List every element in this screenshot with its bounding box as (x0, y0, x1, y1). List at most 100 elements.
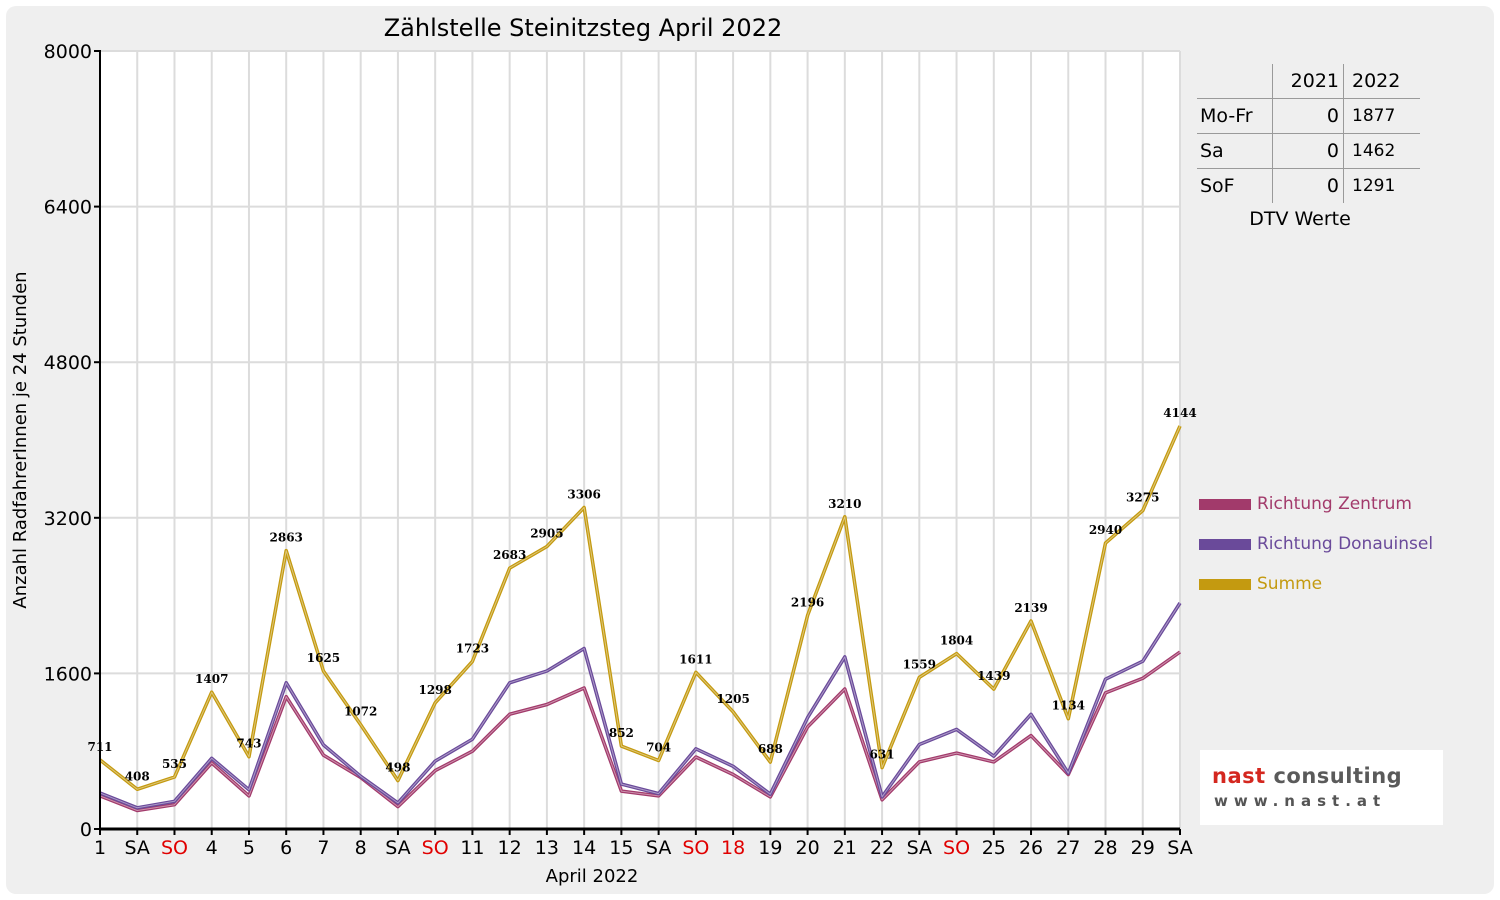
data-label: 1439 (977, 669, 1010, 683)
series-line-highlight (99, 425, 1181, 790)
x-tick-label: SO (682, 837, 709, 859)
dtv-cell: 1291 (1343, 168, 1420, 203)
series-lines (98, 425, 1182, 813)
x-tick-label: 15 (609, 837, 633, 859)
dtv-row: Sa 0 1462 (1197, 133, 1420, 169)
data-label: 2139 (1014, 601, 1047, 615)
data-label: 688 (758, 742, 783, 756)
x-tick-label: 25 (982, 837, 1006, 859)
dtv-header-cell: 2021 (1272, 64, 1344, 99)
x-tick-label: 6 (280, 837, 292, 859)
x-tick-label: 19 (758, 837, 782, 859)
data-label: 1559 (903, 657, 936, 671)
x-tick-label: 22 (870, 837, 894, 859)
dtv-row: Mo-Fr 0 1877 (1197, 98, 1420, 134)
grid-lines (100, 50, 1181, 829)
series-line-2 (98, 425, 1182, 792)
y-tick-label: 6400 (44, 197, 92, 219)
data-label: 3275 (1126, 491, 1159, 505)
data-label: 2905 (530, 526, 563, 540)
x-tick-label: SA (125, 837, 150, 859)
data-label: 852 (609, 726, 634, 740)
data-label: 1072 (344, 705, 377, 719)
data-label: 1134 (1052, 699, 1085, 713)
x-tick-label: SA (907, 837, 932, 859)
x-tick-label: 21 (833, 837, 857, 859)
legend-label: Summe (1257, 574, 1323, 594)
data-label: 3306 (567, 487, 600, 501)
logo-name-rest: consulting (1265, 764, 1403, 788)
data-label: 1298 (418, 683, 451, 697)
data-label: 1407 (195, 672, 228, 686)
x-tick-label: SA (646, 837, 671, 859)
x-tick-label: 5 (243, 837, 255, 859)
chart-title: Zählstelle Steinitzsteg April 2022 (384, 14, 783, 42)
data-label: 743 (236, 737, 261, 751)
data-label: 711 (87, 740, 112, 754)
y-axis-title: Anzahl RadfahrerInnen je 24 Stunden (10, 271, 31, 608)
dtv-cell: 0 (1272, 168, 1344, 203)
legend-label: Richtung Donauinsel (1257, 534, 1434, 554)
x-tick-label: 28 (1093, 837, 1117, 859)
x-tick-label: 11 (460, 837, 484, 859)
x-tick-label: 7 (317, 837, 329, 859)
dtv-table: 2021 2022 Mo-Fr 0 1877 Sa 0 1462 SoF 0 1… (1197, 64, 1420, 203)
data-labels: 711 408 535 1407 743 2863 1625 1072 498 1298 1723 2… (87, 406, 1196, 783)
dtv-cell: Sa (1197, 133, 1273, 169)
series-line-highlight (99, 602, 1181, 809)
dtv-caption: DTV Werte (1249, 208, 1351, 230)
data-label: 704 (646, 741, 671, 755)
data-label: 1205 (716, 692, 749, 706)
series-line-0 (99, 650, 1182, 813)
x-tick-label: 1 (94, 837, 106, 859)
data-label: 1625 (307, 651, 340, 665)
data-label: 2683 (493, 548, 526, 562)
y-tick-label: 1600 (44, 663, 92, 685)
data-label: 498 (385, 761, 410, 775)
x-tick-label: SA (385, 837, 410, 859)
x-tick-label: 13 (535, 837, 559, 859)
dtv-cell: SoF (1197, 168, 1273, 203)
data-label: 1804 (940, 634, 973, 648)
x-tick-label: 29 (1131, 837, 1155, 859)
x-tick-label: 26 (1019, 837, 1043, 859)
data-label: 2196 (791, 595, 824, 609)
dtv-cell: 0 (1272, 98, 1344, 134)
y-tick-label: 8000 (44, 41, 92, 63)
dtv-cell: 0 (1272, 133, 1344, 169)
x-tick-label: 27 (1056, 837, 1080, 859)
series-line-1 (99, 602, 1182, 810)
dtv-header-cell: 2022 (1343, 64, 1420, 99)
logo-name: nast consulting (1212, 764, 1402, 788)
axes: 0 1600 3200 4800 6400 8000 1 SA SO 4 5 6 7 8 SA SO 11 12 1… (44, 41, 1193, 859)
dtv-header-cell (1197, 64, 1273, 99)
x-tick-label: SO (422, 837, 449, 859)
logo-name-accent: nast (1212, 764, 1266, 788)
x-tick-label: SA (1167, 837, 1192, 859)
y-tick-label: 0 (80, 819, 92, 841)
dtv-cell: Mo-Fr (1197, 98, 1273, 134)
data-label: 3210 (828, 497, 861, 511)
x-axis-title: April 2022 (546, 866, 639, 887)
x-tick-label: 14 (572, 837, 596, 859)
series-line-highlight (99, 651, 1181, 811)
x-tick-label: 12 (498, 837, 522, 859)
x-tick-label: SO (161, 837, 188, 859)
plot-area (100, 50, 1180, 829)
data-label: 1723 (456, 641, 489, 655)
x-tick-label: 4 (206, 837, 218, 859)
logo-url: www.nast.at (1214, 792, 1387, 810)
x-tick-label: 18 (721, 837, 745, 859)
x-tick-label: 8 (355, 837, 367, 859)
data-label: 631 (870, 748, 895, 762)
dtv-cell: 1877 (1343, 98, 1420, 134)
company-logo: nast consulting www.nast.at (1200, 750, 1443, 825)
y-tick-label: 4800 (44, 352, 92, 374)
data-label: 2940 (1089, 523, 1122, 537)
data-label: 2863 (270, 531, 303, 545)
dtv-row: SoF 0 1291 (1197, 168, 1420, 203)
data-label: 535 (162, 757, 187, 771)
data-label: 408 (125, 769, 150, 783)
legend-label: Richtung Zentrum (1257, 494, 1412, 514)
